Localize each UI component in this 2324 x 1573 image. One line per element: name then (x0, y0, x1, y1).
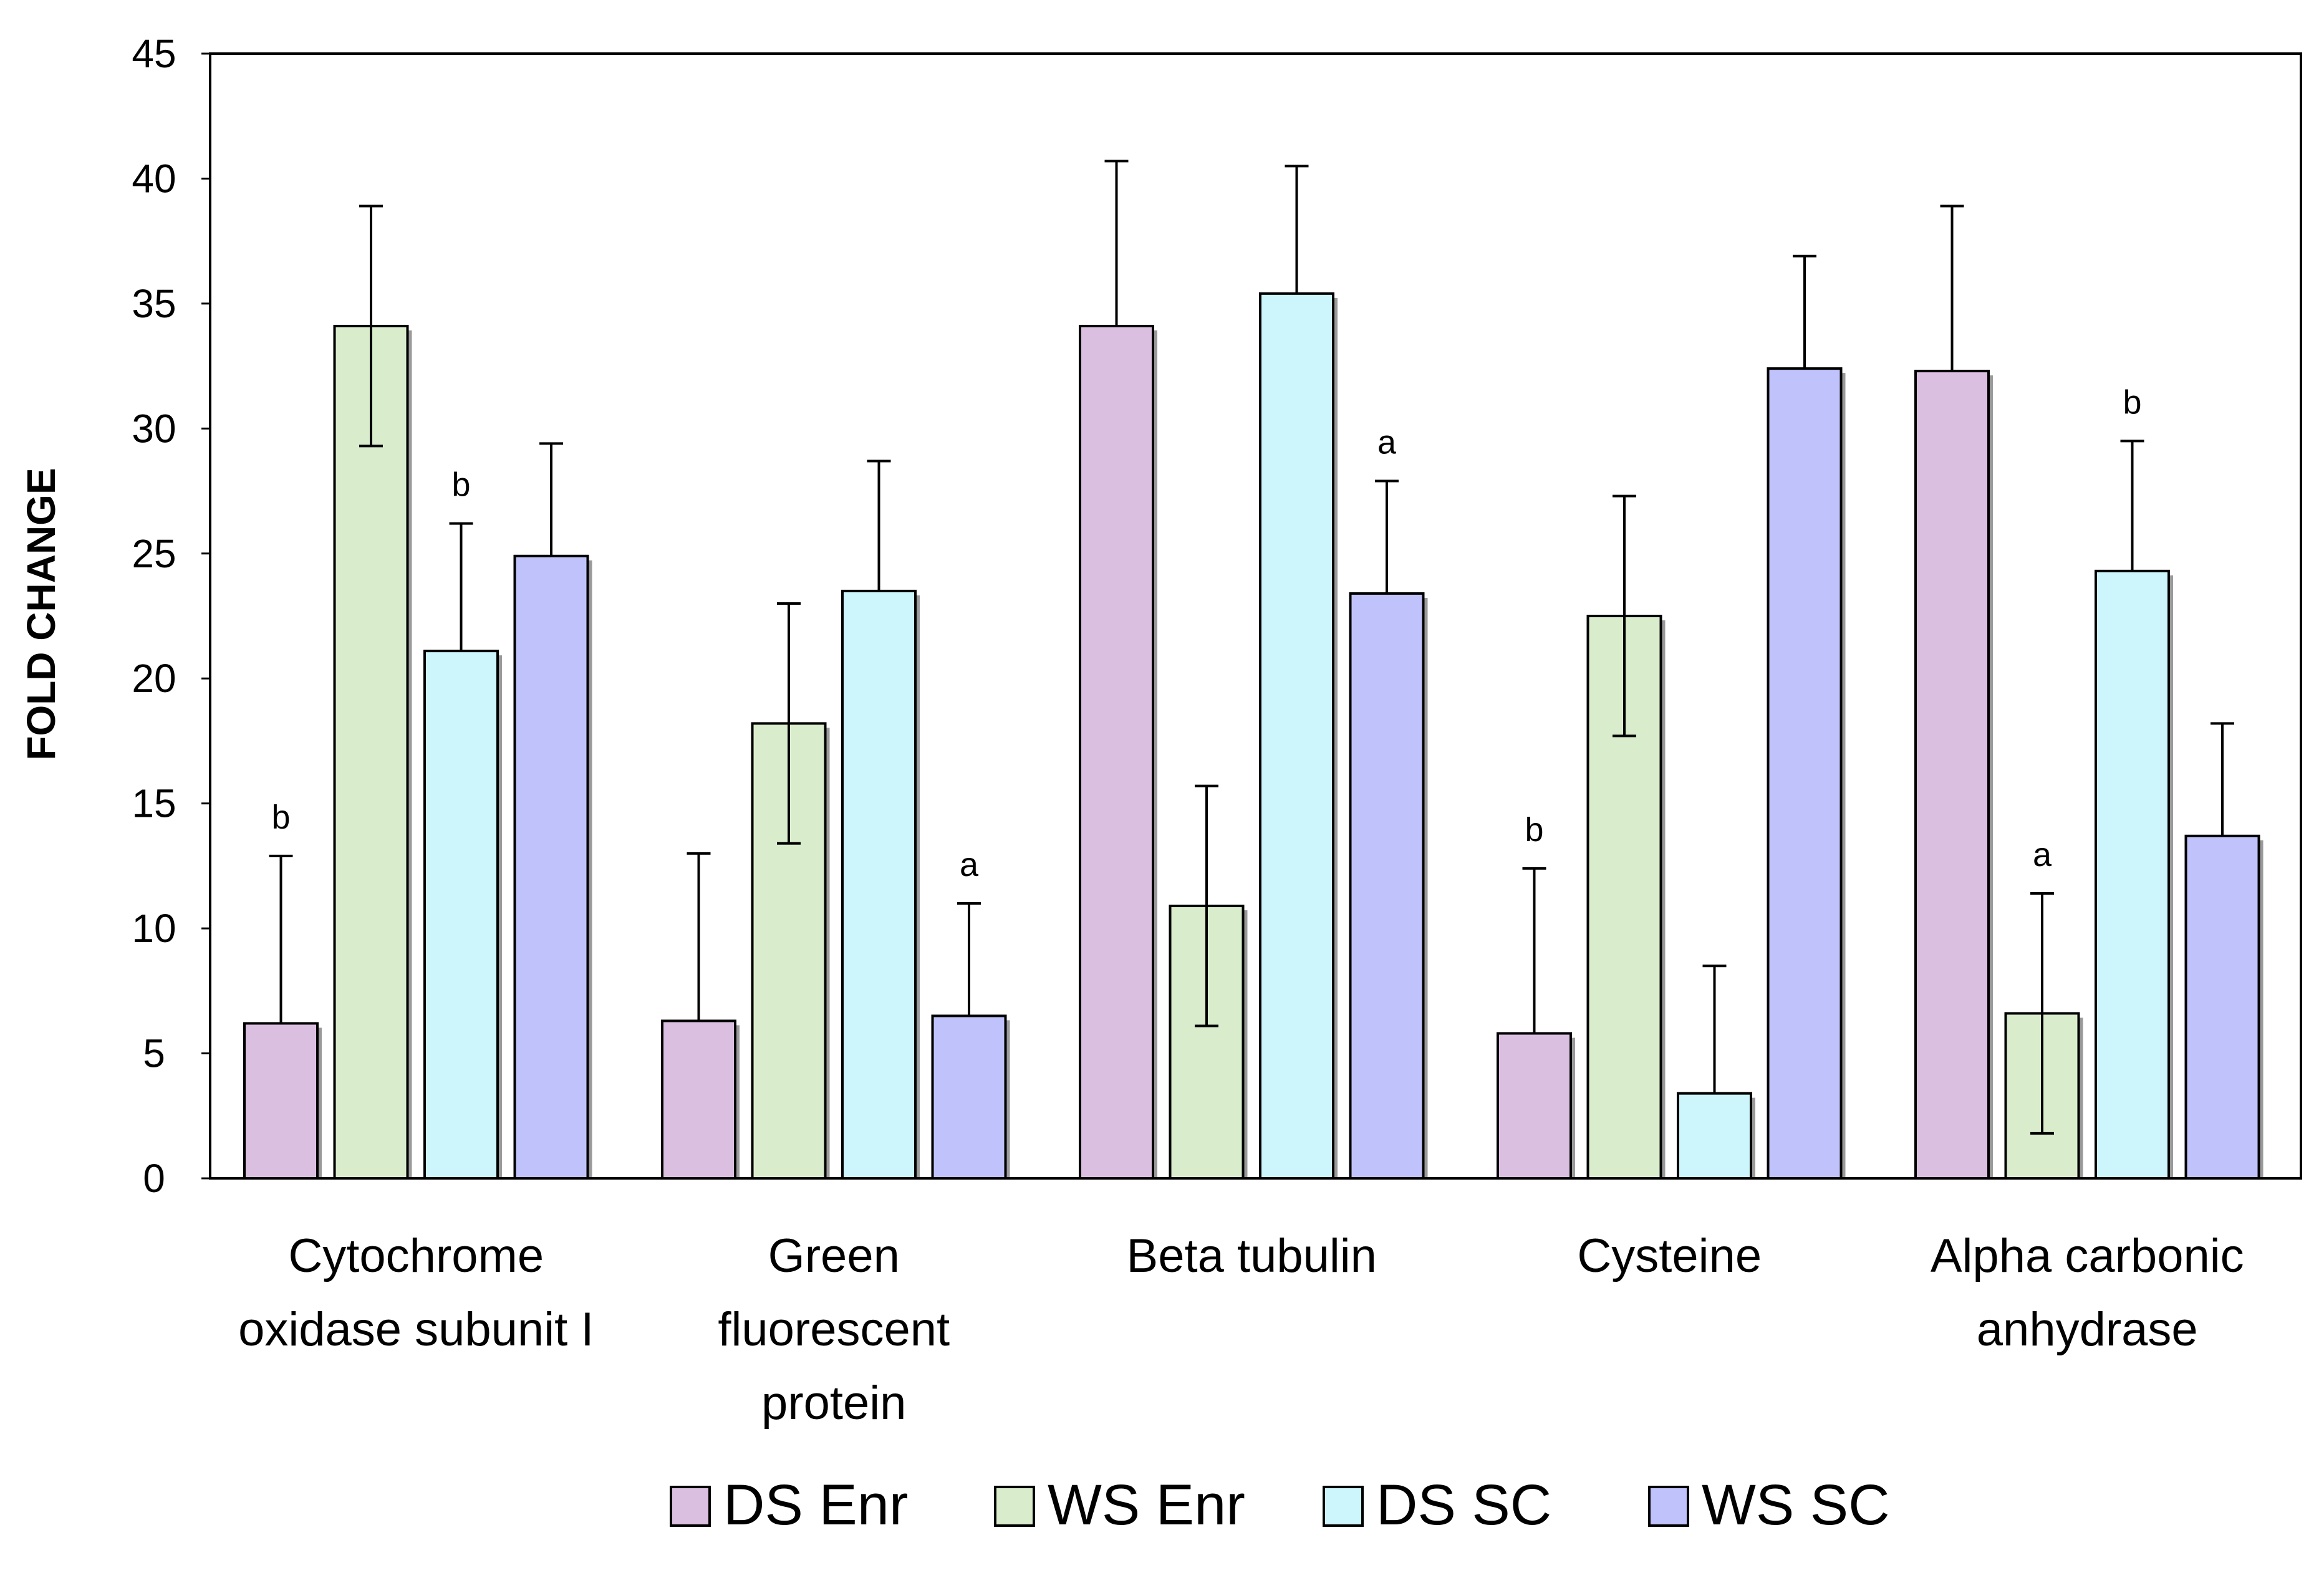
bar (1914, 370, 1990, 1180)
bar (243, 1022, 319, 1180)
significance-label: b (271, 799, 290, 836)
category-labels-layer: Cytochrome oxidase subunit I Green fluoresc… (238, 1229, 2244, 1430)
bar (1677, 1092, 1752, 1180)
category-label-line: fluorescent (718, 1303, 950, 1356)
legend-label: WS Enr (1048, 1473, 1245, 1537)
legend-swatch (1648, 1486, 1689, 1527)
category-label-line: protein (761, 1377, 906, 1430)
significance-label: b (451, 466, 470, 504)
significance-label: a (1377, 424, 1397, 461)
significance-label: a (2033, 836, 2052, 873)
bar (1767, 367, 1843, 1180)
legend-swatch (1323, 1486, 1364, 1527)
y-tick-label: 35 (132, 281, 176, 326)
legend-swatch (994, 1486, 1035, 1527)
category-label: Beta tubulin (1127, 1229, 1377, 1282)
bar (333, 324, 409, 1180)
axes-layer (209, 52, 2302, 1180)
category-label-line: Alpha carbonic (1931, 1229, 2244, 1282)
y-tick-label: 20 (132, 656, 176, 701)
y-tick-label: 45 (132, 31, 176, 76)
category-label: Cysteine (1577, 1229, 1762, 1282)
bar (841, 589, 917, 1180)
significance-labels-layer: b b a a b a b (271, 383, 2141, 883)
y-tick-label: 15 (132, 781, 176, 826)
bar (2095, 569, 2170, 1180)
y-tick-label: 30 (132, 406, 176, 451)
category-label-line: Green (768, 1229, 900, 1282)
legend: DS Enr WS Enr DS SC WS SC (670, 1473, 1890, 1537)
bar (2184, 834, 2260, 1180)
legend-label: WS SC (1702, 1473, 1890, 1537)
bar (1079, 324, 1154, 1180)
category-label: Green fluorescent protein (718, 1229, 950, 1430)
significance-label: b (2123, 383, 2141, 421)
category-label: Cytochrome oxidase subunit I (238, 1229, 594, 1356)
significance-label: a (960, 846, 979, 883)
category-label: Alpha carbonic anhydrase (1931, 1229, 2244, 1356)
error-bars-layer (269, 160, 2234, 1135)
plot-frame (209, 52, 2302, 1180)
y-tick-label: 25 (132, 531, 176, 576)
y-axis-title: FOLD CHANGE (19, 468, 64, 760)
y-tick-label: 10 (132, 906, 176, 951)
legend-label: DS SC (1376, 1473, 1551, 1537)
y-tick-label: 5 (143, 1031, 165, 1076)
bar (661, 1019, 736, 1180)
y-tick-label: 0 (143, 1156, 165, 1201)
bar (513, 554, 589, 1180)
bar (1259, 292, 1334, 1180)
legend-label: DS Enr (723, 1473, 909, 1537)
category-label-line: Beta tubulin (1127, 1229, 1377, 1282)
y-ticks-layer: 0 5 10 15 20 25 30 35 40 45 (132, 31, 210, 1201)
bar (423, 650, 499, 1180)
category-label-line: oxidase subunit I (238, 1303, 594, 1356)
bar (1349, 592, 1425, 1180)
legend-swatch (670, 1486, 711, 1527)
category-label-line: anhydrase (1977, 1303, 2198, 1356)
significance-label: b (1525, 811, 1543, 849)
category-label-line: Cysteine (1577, 1229, 1762, 1282)
category-label-line: Cytochrome (288, 1229, 544, 1282)
bar (1497, 1032, 1572, 1180)
y-tick-label: 40 (132, 156, 176, 201)
bars-layer (243, 292, 2260, 1180)
bar (931, 1014, 1007, 1180)
